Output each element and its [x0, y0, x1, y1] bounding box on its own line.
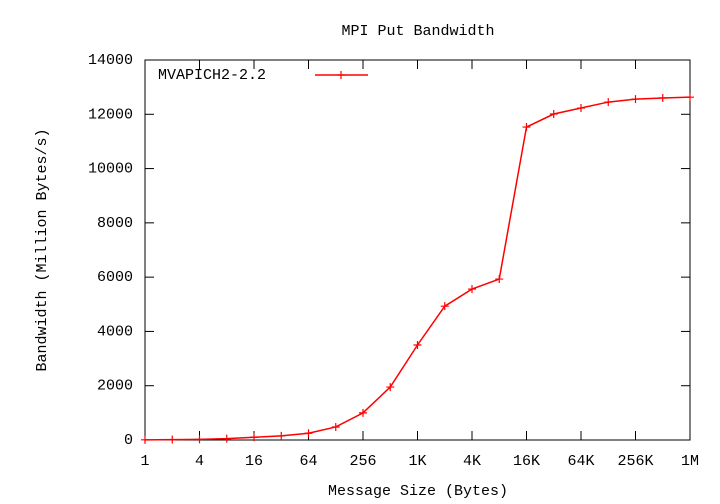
x-tick-label: 1M [681, 453, 699, 470]
data-point [631, 95, 640, 104]
data-point [495, 275, 504, 284]
y-tick-label: 4000 [97, 323, 133, 340]
x-tick-label: 16 [245, 453, 263, 470]
y-tick-label: 2000 [97, 378, 133, 395]
x-tick-label: 4K [463, 453, 481, 470]
chart-title: MPI Put Bandwidth [341, 23, 494, 40]
data-point [440, 302, 449, 311]
data-point [413, 341, 422, 349]
y-axis-label: Bandwidth (Million Bytes/s) [34, 128, 51, 371]
y-tick-label: 6000 [97, 269, 133, 286]
data-point [141, 435, 149, 444]
y-tick-label: 14000 [88, 52, 133, 69]
data-point [468, 285, 476, 294]
x-tick-label: 64 [299, 453, 317, 470]
y-tick-label: 8000 [97, 215, 133, 232]
legend-marker [337, 71, 345, 79]
x-axis-label: Message Size (Bytes) [328, 483, 508, 500]
data-point [686, 93, 694, 102]
data-point [168, 435, 177, 444]
data-point [386, 383, 395, 392]
data-point [250, 433, 258, 442]
x-tick-label: 1K [408, 453, 426, 470]
x-tick-label: 64K [567, 453, 594, 470]
x-tick-label: 16K [513, 453, 540, 470]
data-point [549, 110, 558, 119]
data-point [277, 431, 286, 440]
y-tick-label: 12000 [88, 106, 133, 123]
y-tick-label: 10000 [88, 161, 133, 178]
data-point [304, 429, 313, 438]
x-tick-label: 4 [195, 453, 204, 470]
data-point [522, 123, 531, 132]
x-tick-label: 256 [349, 453, 376, 470]
legend-label: MVAPICH2-2.2 [158, 67, 266, 84]
data-point [222, 434, 231, 443]
data-point [359, 408, 367, 417]
data-point [577, 104, 585, 113]
data-point [195, 435, 204, 444]
x-tick-label: 1 [140, 453, 149, 470]
data-point [658, 94, 667, 102]
data-point [331, 422, 340, 431]
x-tick-label: 256K [617, 453, 653, 470]
data-point [604, 98, 613, 107]
y-tick-label: 0 [124, 432, 133, 449]
